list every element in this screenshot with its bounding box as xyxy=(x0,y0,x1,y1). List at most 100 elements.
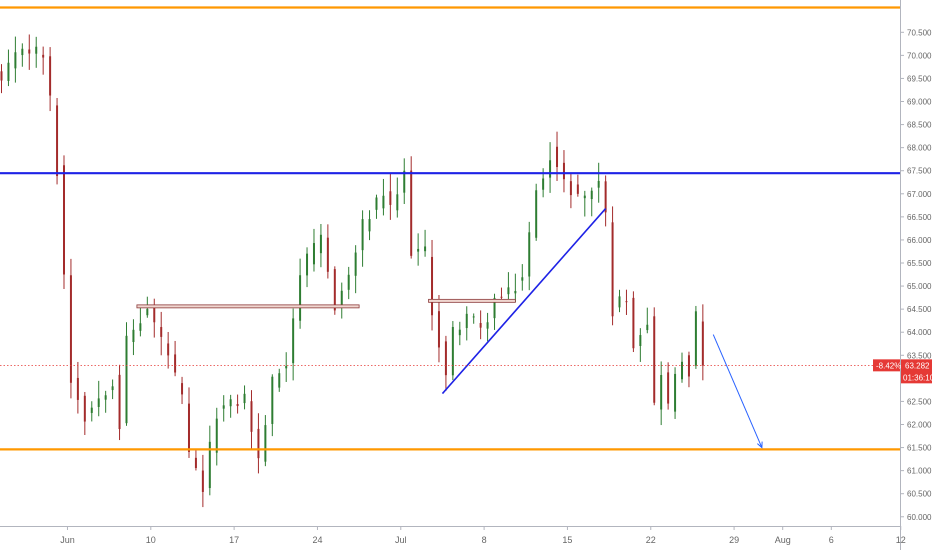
candle-body xyxy=(125,335,128,424)
candle-body xyxy=(660,375,663,410)
candle-body xyxy=(694,311,697,366)
candle-body xyxy=(326,237,329,272)
candle-body xyxy=(382,195,385,209)
candle-body xyxy=(625,301,628,303)
candle-body xyxy=(375,197,378,210)
candle-body xyxy=(118,374,121,430)
candle-body xyxy=(194,457,197,469)
candle-body xyxy=(83,395,86,422)
candle-body xyxy=(319,234,322,254)
candle-body xyxy=(7,62,10,81)
candle-body xyxy=(667,372,670,404)
candle-body xyxy=(417,248,420,252)
candle-body xyxy=(215,418,218,453)
candle-body xyxy=(167,343,170,356)
x-tick-label: 12 xyxy=(896,535,906,545)
y-tick-label: 65.500 xyxy=(907,259,932,268)
candle-body xyxy=(208,441,211,489)
candle-body xyxy=(333,269,336,311)
candle-body xyxy=(56,105,59,177)
candle-body xyxy=(69,275,72,383)
candle-body xyxy=(306,253,309,276)
candle-body xyxy=(458,329,461,336)
candle-body xyxy=(222,405,225,409)
candle-body xyxy=(576,184,579,194)
y-tick-label: 69.000 xyxy=(907,98,932,107)
change-badge xyxy=(873,359,900,372)
ascending-trendline[interactable] xyxy=(441,208,607,395)
y-tick-label: 66.500 xyxy=(907,213,932,222)
candle-body xyxy=(97,398,100,407)
candle-body xyxy=(389,191,392,205)
y-tick-label: 61.000 xyxy=(907,467,932,476)
candle-body xyxy=(681,361,684,380)
price-axis[interactable] xyxy=(900,0,932,550)
y-tick-label: 69.500 xyxy=(907,74,932,83)
y-tick-label: 70.000 xyxy=(907,51,932,60)
x-tick-label: 8 xyxy=(482,535,487,545)
candle-body xyxy=(312,243,315,265)
candle-body xyxy=(479,322,482,328)
candle-body xyxy=(104,395,107,400)
candle-body xyxy=(0,71,3,81)
candle-body xyxy=(271,376,274,424)
candle-body xyxy=(347,274,350,290)
y-tick-label: 60.000 xyxy=(907,513,932,522)
candle-body xyxy=(618,296,621,308)
y-tick-label: 63.500 xyxy=(907,351,932,360)
candle-body xyxy=(465,313,468,329)
candle-body xyxy=(528,232,531,277)
x-tick-label: 17 xyxy=(229,535,239,545)
candle-body xyxy=(521,277,524,281)
candle-body xyxy=(556,146,559,168)
candle-body xyxy=(403,170,406,193)
candle-body xyxy=(639,335,642,346)
countdown-label: 01:36:10 xyxy=(903,373,932,382)
candle-body xyxy=(76,377,79,400)
candle-body xyxy=(410,170,413,256)
candle-body xyxy=(285,365,288,369)
candle-body xyxy=(486,322,489,329)
candle-body xyxy=(160,327,163,337)
candle-body xyxy=(139,323,142,331)
y-tick-label: 62.000 xyxy=(907,420,932,429)
candle-body xyxy=(674,373,677,412)
candle-body xyxy=(174,354,177,373)
range-box-line[interactable] xyxy=(136,304,360,309)
candle-body xyxy=(590,190,593,200)
x-tick-label: 29 xyxy=(729,535,739,545)
projection-arrow[interactable] xyxy=(712,334,763,448)
candle-body xyxy=(514,290,517,294)
candle-body xyxy=(583,195,586,199)
candle-body xyxy=(549,160,552,178)
candle-body xyxy=(111,386,114,391)
candle-body xyxy=(472,316,475,318)
x-tick-label: 6 xyxy=(829,535,834,545)
x-tick-label: 24 xyxy=(312,535,322,545)
candle-body xyxy=(569,181,572,196)
projection-arrowhead xyxy=(757,441,763,449)
x-tick-label: Jun xyxy=(60,535,75,545)
candle-body xyxy=(535,190,538,238)
candle-body xyxy=(500,296,503,298)
candle-body xyxy=(687,355,690,377)
candle-body xyxy=(229,399,232,407)
last-price-label: 63.282 xyxy=(905,361,930,370)
y-tick-label: 68.000 xyxy=(907,144,932,153)
last-price-tag xyxy=(901,359,932,384)
candle-body xyxy=(250,401,253,432)
candle-body xyxy=(431,256,434,316)
candle-body xyxy=(278,373,281,388)
candle-body xyxy=(493,297,496,319)
candle-body xyxy=(451,326,454,376)
candle-body xyxy=(181,383,184,395)
time-axis[interactable] xyxy=(0,526,900,550)
candle-body xyxy=(236,404,239,407)
range-box-line[interactable] xyxy=(428,298,516,303)
candle-body xyxy=(368,219,371,232)
x-tick-label: 15 xyxy=(562,535,572,545)
